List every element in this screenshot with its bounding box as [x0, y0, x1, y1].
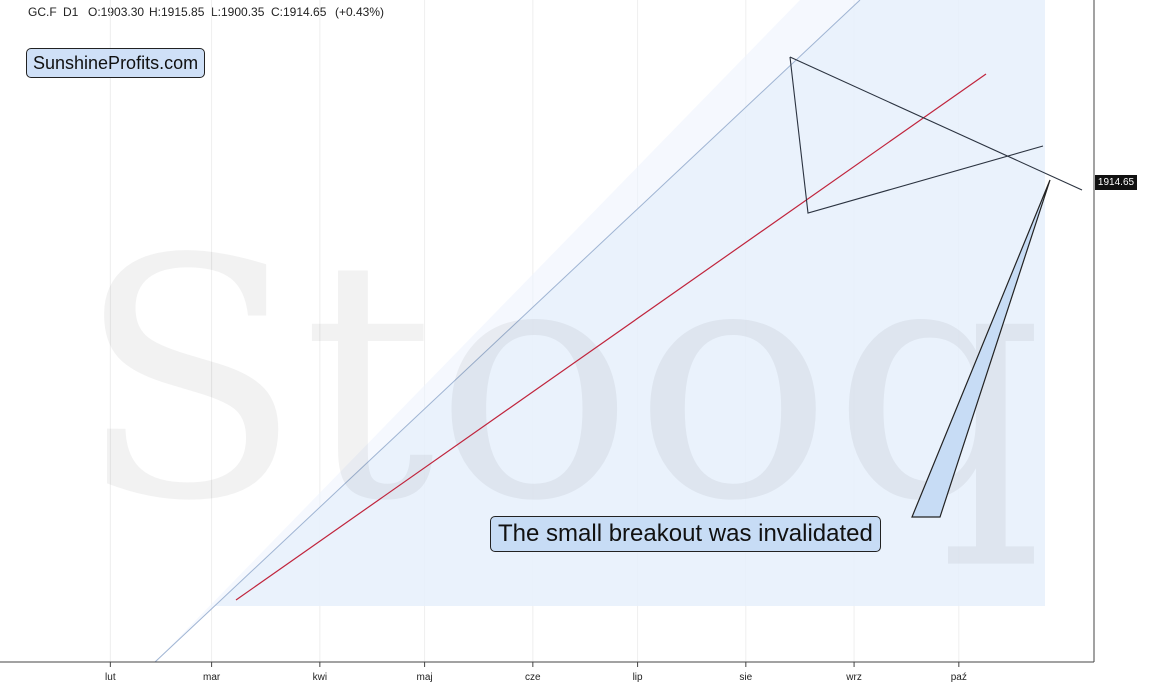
price-channel-band [154, 0, 1047, 663]
triangle-lines [789, 56, 1044, 214]
high-value: H:1915.85 [149, 5, 205, 19]
change-value: (+0.43%) [335, 5, 384, 19]
sunshineprofits-logo: SunshineProfits.com [26, 48, 206, 78]
x-tick-label: cze [525, 672, 541, 683]
x-tick-label: paź [951, 672, 967, 683]
breakout-callout: The small breakout was invalidated [490, 516, 881, 552]
trend-lines [235, 56, 1083, 601]
low-value: L:1900.35 [211, 5, 265, 19]
x-tick-label: sie [739, 672, 752, 683]
x-tick-label: maj [417, 672, 433, 683]
x-tick-label: kwi [313, 672, 327, 683]
channel-upper-edge [154, 0, 861, 663]
x-tick-label: lip [633, 672, 643, 683]
symbol-label: GC.F [28, 5, 57, 19]
header-ohlc: GC.F D1 O:1903.30 H:1915.85 L:1900.35 C:… [28, 5, 384, 19]
resistance-trendline [789, 56, 1083, 191]
x-tick-label: wrz [845, 672, 862, 683]
last-price-tag: 1914.65 [1095, 175, 1137, 190]
callout-pointer [911, 179, 1051, 518]
close-value: C:1914.65 [271, 5, 327, 19]
x-tick-label: mar [203, 672, 221, 683]
stooq-watermark: Stooq [76, 189, 1043, 573]
support-trendline [235, 73, 987, 601]
x-tick-label: lut [105, 672, 116, 683]
channel-fill [215, 0, 1046, 606]
axes: 1500.001600.001700.001800.001900.002000.… [0, 0, 1095, 683]
callout-wedge [911, 179, 1051, 518]
open-value: O:1903.30 [88, 5, 144, 19]
interval-label: D1 [63, 5, 79, 19]
